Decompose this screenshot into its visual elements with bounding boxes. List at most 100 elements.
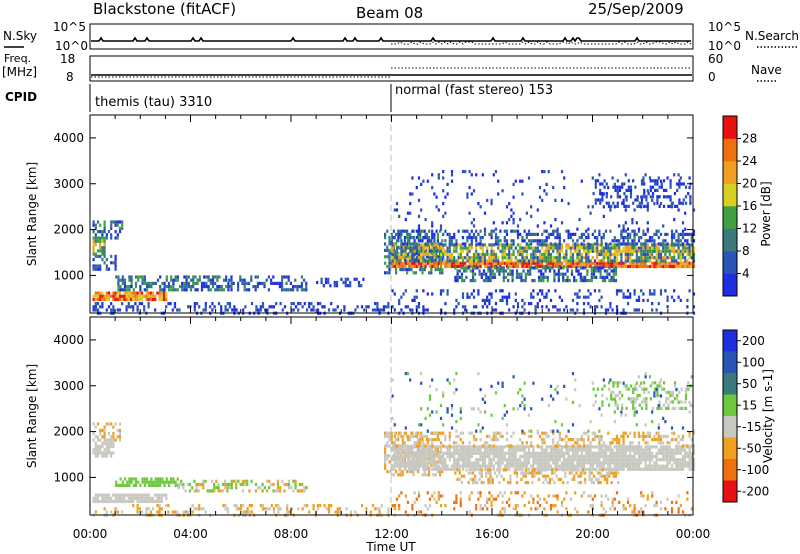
range-gate-cell bbox=[688, 186, 691, 190]
range-gate-cell bbox=[114, 223, 117, 227]
range-gate-cell bbox=[265, 278, 268, 282]
range-gate-cell bbox=[393, 292, 396, 296]
colorbar-segment bbox=[723, 206, 737, 229]
range-gate-cell bbox=[659, 252, 663, 257]
range-gate-cell bbox=[403, 441, 406, 445]
range-gate-cell bbox=[623, 192, 626, 196]
range-gate-cell bbox=[395, 451, 399, 455]
range-gate-cell bbox=[607, 246, 610, 250]
range-gate-cell bbox=[681, 236, 685, 240]
range-gate-cell bbox=[662, 256, 665, 260]
range-gate-cell bbox=[516, 461, 520, 465]
range-gate-cell bbox=[406, 448, 410, 452]
range-gate-cell bbox=[514, 451, 517, 455]
range-gate-cell bbox=[384, 447, 387, 451]
range-gate-cell bbox=[388, 248, 391, 252]
range-gate-cell bbox=[602, 256, 605, 260]
range-gate-cell bbox=[510, 252, 513, 257]
range-gate-cell bbox=[541, 451, 544, 455]
range-gate-cell bbox=[225, 285, 228, 289]
range-gate-cell bbox=[420, 229, 423, 233]
range-gate-cell bbox=[609, 261, 612, 265]
range-gate-cell bbox=[391, 289, 394, 293]
range-gate-cell bbox=[582, 431, 586, 435]
range-gate-cell bbox=[268, 486, 271, 490]
range-gate-cell bbox=[602, 461, 605, 465]
range-gate-cell bbox=[646, 431, 649, 435]
range-gate-cell bbox=[199, 482, 203, 487]
range-gate-cell bbox=[544, 269, 547, 273]
range-gate-cell bbox=[494, 448, 498, 452]
range-gate-cell bbox=[599, 201, 602, 205]
range-gate-cell bbox=[136, 499, 139, 504]
range-gate-cell bbox=[593, 259, 597, 263]
range-gate-cell bbox=[136, 294, 139, 298]
range-gate-cell bbox=[150, 285, 153, 289]
range-gate-cell bbox=[114, 236, 117, 240]
range-gate-cell bbox=[409, 242, 412, 246]
range-gate-cell bbox=[460, 279, 464, 283]
range-gate-cell bbox=[437, 242, 440, 246]
range-gate-cell bbox=[543, 438, 546, 442]
range-gate-cell bbox=[165, 294, 168, 298]
range-gate-cell bbox=[289, 288, 292, 292]
range-gate-cell bbox=[481, 249, 484, 253]
range-gate-cell bbox=[646, 256, 649, 260]
colorbar-segment bbox=[723, 251, 737, 274]
range-gate-cell bbox=[371, 504, 375, 508]
range-gate-cell bbox=[94, 435, 97, 439]
range-gate-cell bbox=[417, 461, 421, 465]
range-gate-cell bbox=[614, 185, 617, 189]
range-gate-cell bbox=[565, 252, 568, 257]
range-gate-cell bbox=[609, 259, 612, 263]
range-gate-cell bbox=[508, 292, 511, 296]
range-gate-cell bbox=[659, 445, 663, 449]
range-gate-cell bbox=[536, 444, 539, 448]
range-gate-cell bbox=[417, 229, 421, 233]
range-gate-cell bbox=[626, 232, 630, 236]
range-gate-cell bbox=[603, 185, 606, 189]
range-gate-cell bbox=[587, 289, 590, 293]
range-gate-cell bbox=[662, 259, 665, 263]
range-gate-cell bbox=[439, 450, 442, 454]
range-gate-cell bbox=[662, 451, 665, 455]
range-gate-cell bbox=[519, 252, 522, 257]
range-gate-cell bbox=[600, 448, 603, 452]
range-gate-cell bbox=[623, 204, 626, 208]
range-gate-cell bbox=[404, 454, 407, 459]
range-gate-cell bbox=[580, 445, 583, 449]
range-gate-cell bbox=[565, 461, 568, 465]
range-gate-cell bbox=[648, 454, 652, 459]
range-gate-cell bbox=[688, 246, 691, 250]
range-gate-cell bbox=[357, 280, 361, 285]
range-gate-cell bbox=[609, 448, 612, 452]
range-gate-cell bbox=[567, 232, 570, 236]
range-gate-cell bbox=[177, 486, 181, 490]
range-gate-cell bbox=[490, 252, 493, 257]
range-gate-cell bbox=[472, 461, 476, 465]
range-gate-cell bbox=[420, 252, 423, 257]
range-gate-cell bbox=[460, 474, 464, 478]
range-gate-cell bbox=[651, 243, 654, 247]
range-gate-cell bbox=[673, 467, 676, 471]
range-gate-cell bbox=[643, 192, 646, 196]
range-gate-cell bbox=[488, 461, 491, 465]
range-gate-cell bbox=[395, 448, 399, 452]
range-gate-cell bbox=[624, 261, 627, 265]
range-gate-cell bbox=[544, 468, 547, 472]
range-gate-cell bbox=[464, 305, 467, 309]
range-gate-cell bbox=[602, 232, 605, 236]
range-gate-cell bbox=[428, 239, 432, 243]
range-gate-cell bbox=[527, 259, 531, 263]
range-gate-cell bbox=[481, 305, 484, 309]
range-gate-cell bbox=[508, 448, 511, 452]
range-gate-cell bbox=[471, 269, 475, 273]
range-gate-cell bbox=[338, 507, 342, 511]
range-gate-cell bbox=[519, 438, 522, 442]
range-gate-cell bbox=[424, 458, 427, 462]
range-gate-cell bbox=[505, 205, 509, 209]
range-gate-cell bbox=[161, 281, 164, 285]
range-gate-cell bbox=[602, 259, 605, 263]
range-gate-cell bbox=[494, 445, 498, 449]
range-gate-cell bbox=[519, 261, 522, 265]
